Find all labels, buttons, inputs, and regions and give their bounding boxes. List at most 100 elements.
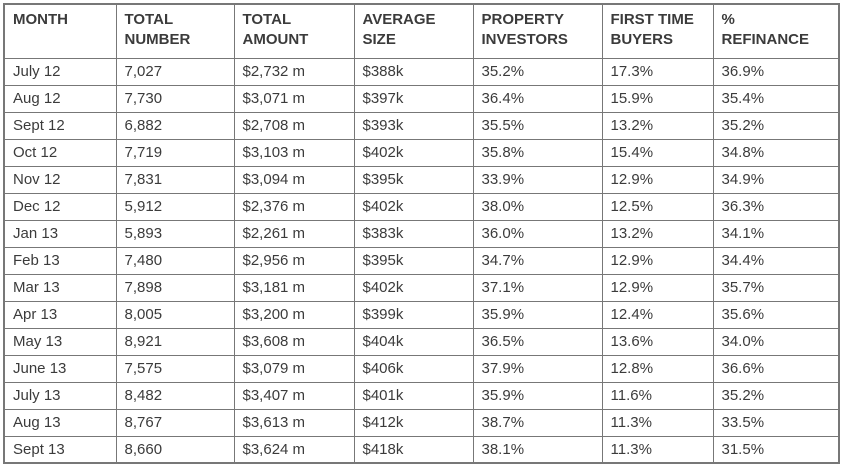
table-cell: 12.8% (601, 354, 714, 383)
table-cell: $395k (353, 165, 474, 194)
table-cell: $401k (353, 381, 474, 410)
table-cell: July 12 (3, 57, 117, 86)
table-cell: 7,719 (115, 138, 235, 167)
table-cell: $3,103 m (233, 138, 355, 167)
table-cell: $2,376 m (233, 192, 355, 221)
table-cell: $397k (353, 84, 474, 113)
column-header-property-investors: PROPERTY INVESTORS (472, 3, 603, 59)
table-cell: 35.2% (712, 381, 840, 410)
table-cell: Feb 13 (3, 246, 117, 275)
table-cell: Jan 13 (3, 219, 117, 248)
table-cell: $3,094 m (233, 165, 355, 194)
table-cell: $388k (353, 57, 474, 86)
table-cell: 35.8% (472, 138, 603, 167)
table-cell: 6,882 (115, 111, 235, 140)
table-cell: 11.3% (601, 435, 714, 464)
table-cell: 7,730 (115, 84, 235, 113)
table-cell: 12.4% (601, 300, 714, 329)
table-cell: 35.2% (712, 111, 840, 140)
table-cell: Nov 12 (3, 165, 117, 194)
table-cell: $3,624 m (233, 435, 355, 464)
table-cell: 35.9% (472, 381, 603, 410)
table-cell: 8,921 (115, 327, 235, 356)
table-cell: $3,407 m (233, 381, 355, 410)
table-cell: $412k (353, 408, 474, 437)
table-cell: 36.6% (712, 354, 840, 383)
table-header: MONTH TOTAL NUMBER TOTAL AMOUNT AVERAGE … (3, 3, 840, 59)
table-row: Nov 12 7,831 $3,094 m $395k 33.9% 12.9% 34.9% (3, 165, 840, 194)
table-cell: $2,956 m (233, 246, 355, 275)
table-cell: $3,079 m (233, 354, 355, 383)
table-cell: 35.6% (712, 300, 840, 329)
table-cell: $3,181 m (233, 273, 355, 302)
table-cell: $399k (353, 300, 474, 329)
table-cell: July 13 (3, 381, 117, 410)
table-cell: 12.9% (601, 165, 714, 194)
table-cell: 36.5% (472, 327, 603, 356)
table-cell: May 13 (3, 327, 117, 356)
table-cell: $402k (353, 192, 474, 221)
table-row: Jan 13 5,893 $2,261 m $383k 36.0% 13.2% 34.1% (3, 219, 840, 248)
table-row: Apr 13 8,005 $3,200 m $399k 35.9% 12.4% 35.6% (3, 300, 840, 329)
table-row: Sept 12 6,882 $2,708 m $393k 35.5% 13.2% 35.2% (3, 111, 840, 140)
table-cell: $406k (353, 354, 474, 383)
table-cell: 34.8% (712, 138, 840, 167)
table-cell: Mar 13 (3, 273, 117, 302)
table-cell: 15.4% (601, 138, 714, 167)
table-cell: 37.9% (472, 354, 603, 383)
table-cell: 12.5% (601, 192, 714, 221)
table-cell: $3,613 m (233, 408, 355, 437)
table-cell: 34.9% (712, 165, 840, 194)
table-cell: 35.5% (472, 111, 603, 140)
table-cell: 8,005 (115, 300, 235, 329)
table-cell: $2,708 m (233, 111, 355, 140)
table-cell: 8,660 (115, 435, 235, 464)
table-cell: 7,480 (115, 246, 235, 275)
table-cell: $404k (353, 327, 474, 356)
column-header-average-size: AVERAGE SIZE (353, 3, 474, 59)
table-cell: 37.1% (472, 273, 603, 302)
table-cell: 5,912 (115, 192, 235, 221)
table-row: Aug 12 7,730 $3,071 m $397k 36.4% 15.9% 35.4% (3, 84, 840, 113)
table-row: Dec 12 5,912 $2,376 m $402k 38.0% 12.5% 36.3% (3, 192, 840, 221)
table-row: July 12 7,027 $2,732 m $388k 35.2% 17.3% 36.9% (3, 57, 840, 86)
table-cell: June 13 (3, 354, 117, 383)
table-cell: 15.9% (601, 84, 714, 113)
table-cell: 35.2% (472, 57, 603, 86)
table-cell: 34.4% (712, 246, 840, 275)
table-cell: 38.7% (472, 408, 603, 437)
table-cell: Aug 12 (3, 84, 117, 113)
table-cell: $383k (353, 219, 474, 248)
table-cell: 12.9% (601, 273, 714, 302)
table-row: Mar 13 7,898 $3,181 m $402k 37.1% 12.9% 35.7% (3, 273, 840, 302)
table-cell: 33.5% (712, 408, 840, 437)
table-cell: $3,071 m (233, 84, 355, 113)
table-cell: 11.3% (601, 408, 714, 437)
table-cell: Oct 12 (3, 138, 117, 167)
table-row: Feb 13 7,480 $2,956 m $395k 34.7% 12.9% 34.4% (3, 246, 840, 275)
table-cell: 8,767 (115, 408, 235, 437)
table-row: Oct 12 7,719 $3,103 m $402k 35.8% 15.4% 34.8% (3, 138, 840, 167)
table-cell: 34.1% (712, 219, 840, 248)
table-cell: 36.3% (712, 192, 840, 221)
table-cell: 7,831 (115, 165, 235, 194)
table-cell: 33.9% (472, 165, 603, 194)
column-header-first-time-buyers: FIRST TIME BUYERS (601, 3, 714, 59)
table-cell: 13.2% (601, 219, 714, 248)
table-cell: Sept 13 (3, 435, 117, 464)
table-cell: 31.5% (712, 435, 840, 464)
table-cell: $395k (353, 246, 474, 275)
table-cell: $2,261 m (233, 219, 355, 248)
table-cell: $3,200 m (233, 300, 355, 329)
table-cell: 35.4% (712, 84, 840, 113)
table-cell: 7,575 (115, 354, 235, 383)
table-cell: 35.7% (712, 273, 840, 302)
table-body: July 12 7,027 $2,732 m $388k 35.2% 17.3% 36.9%… (3, 57, 840, 464)
column-header-refinance: % REFINANCE (712, 3, 840, 59)
table-cell: $2,732 m (233, 57, 355, 86)
table-cell: 17.3% (601, 57, 714, 86)
table-cell: Aug 13 (3, 408, 117, 437)
table-cell: 5,893 (115, 219, 235, 248)
table-cell: 36.4% (472, 84, 603, 113)
table-cell: 36.9% (712, 57, 840, 86)
